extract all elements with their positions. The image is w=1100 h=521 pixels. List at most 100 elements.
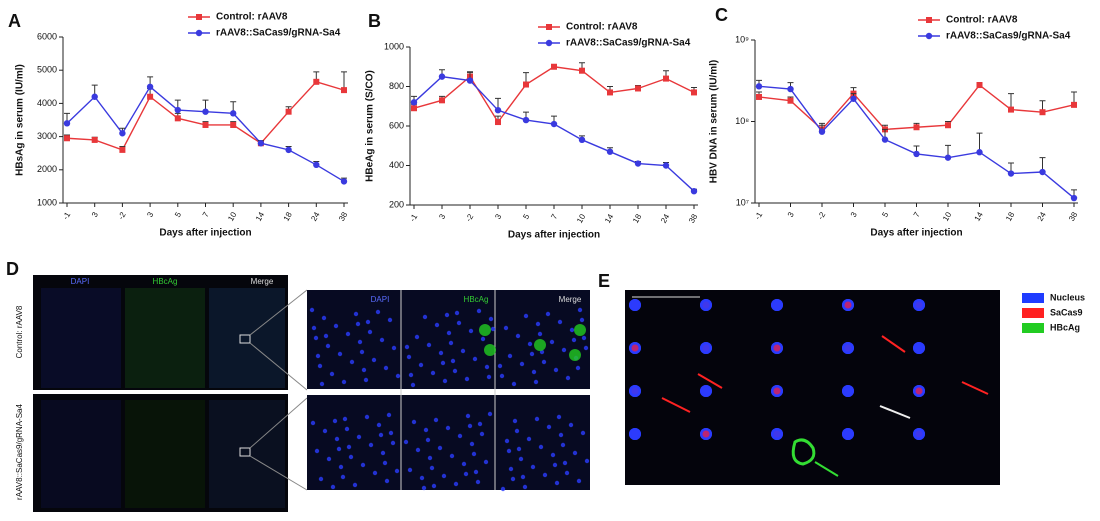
hbcag-signal — [484, 344, 496, 356]
legend-label: rAAV8::SaCas9/gRNA-Sa4 — [566, 38, 691, 49]
nucleus — [310, 420, 316, 426]
nucleus — [463, 471, 469, 477]
nucleus — [334, 436, 340, 442]
nucleus — [322, 428, 328, 434]
x-tick-label: 7 — [201, 210, 211, 219]
nucleus — [468, 328, 474, 334]
marker — [690, 187, 698, 195]
x-axis-label: Days after injection — [508, 230, 600, 241]
nucleus — [338, 464, 344, 470]
nucleus — [355, 321, 361, 327]
legend-label: Nucleus — [1050, 292, 1085, 302]
nucleus — [579, 317, 585, 323]
nucleus — [552, 462, 558, 468]
nucleus — [557, 319, 563, 325]
legend-marker — [926, 17, 932, 23]
series-line — [413, 75, 695, 192]
nucleus — [583, 345, 589, 351]
y-tick-label: 10⁸ — [735, 116, 749, 126]
nucleus — [336, 446, 342, 452]
marker — [662, 162, 670, 169]
marker — [578, 136, 586, 144]
nucleus — [378, 432, 384, 438]
legend-swatch — [1022, 293, 1044, 303]
nucleus — [419, 475, 425, 481]
nucleus — [562, 460, 568, 466]
nucleus — [317, 363, 323, 369]
x-tick-label: 10 — [575, 212, 588, 225]
nucleus — [323, 333, 329, 339]
nucleus — [483, 459, 489, 465]
y-tick-label: 10⁹ — [735, 34, 749, 44]
nucleus — [380, 450, 386, 456]
marker — [174, 106, 181, 114]
marker — [850, 95, 857, 102]
y-tick-label: 10⁷ — [736, 197, 749, 207]
nucleus — [487, 411, 493, 417]
nucleus — [353, 311, 359, 317]
x-tick-label: 3 — [849, 210, 859, 219]
x-tick-label: 24 — [309, 210, 322, 223]
marker — [944, 154, 952, 161]
nucleus — [314, 448, 320, 454]
legend-label: Control: rAAV8 — [946, 15, 1018, 26]
nucleus — [367, 329, 373, 335]
zoom-box — [239, 334, 251, 344]
legend-swatch — [1022, 308, 1044, 318]
legend-marker — [195, 29, 203, 37]
marker — [1039, 109, 1046, 116]
legend-label: SaCas9 — [1050, 307, 1083, 317]
x-tick-label: -2 — [816, 210, 828, 221]
nucleus — [519, 361, 525, 367]
marker — [64, 135, 70, 142]
nucleus — [537, 331, 543, 337]
nucleus — [427, 455, 433, 461]
hbcag-signal — [569, 349, 581, 361]
marker — [756, 93, 762, 100]
nucleus — [346, 444, 352, 450]
nucleus — [554, 480, 560, 486]
sacas9 — [844, 301, 852, 309]
nucleus — [500, 486, 506, 492]
nucleus — [526, 436, 532, 442]
tissue — [209, 400, 285, 508]
legend-marker — [545, 39, 553, 47]
legend-swatch — [1022, 323, 1044, 333]
marker — [607, 89, 613, 96]
nucleus — [580, 430, 586, 436]
marker — [341, 87, 347, 94]
error-bar — [341, 71, 347, 91]
marker — [119, 130, 126, 137]
nucleus — [506, 448, 512, 454]
nucleus — [514, 428, 520, 434]
x-tick-label: 14 — [973, 210, 986, 223]
row-label: Control: rAAV8 — [15, 305, 24, 358]
x-tick-label: 7 — [912, 210, 922, 219]
x-tick-label: 3 — [145, 210, 155, 219]
y-tick-label: 1000 — [384, 41, 404, 51]
nucleus — [423, 427, 429, 433]
nucleus — [464, 376, 470, 382]
marker — [285, 108, 292, 115]
marker — [202, 108, 209, 115]
nucleus — [535, 321, 541, 327]
nucleus — [421, 485, 427, 491]
x-tick-label: 7 — [549, 212, 559, 221]
panel-letter: E — [598, 271, 610, 291]
nucleus — [425, 437, 431, 443]
channel-label: HBcAg — [153, 277, 178, 286]
nucleus — [448, 340, 454, 346]
nucleus — [395, 373, 401, 379]
panel-letter: C — [715, 5, 728, 25]
legend: Nucleus SaCas9 HBcAg — [1022, 292, 1085, 333]
marker — [285, 146, 292, 154]
legend-label: Control: rAAV8 — [216, 12, 288, 23]
nucleus — [437, 445, 443, 451]
nucleus — [384, 478, 390, 484]
hbcag-cell — [791, 438, 816, 466]
nucleus — [418, 362, 424, 368]
tissue — [41, 400, 121, 508]
nucleus — [629, 299, 641, 311]
nucleus — [404, 344, 410, 350]
nucleus — [700, 342, 712, 354]
